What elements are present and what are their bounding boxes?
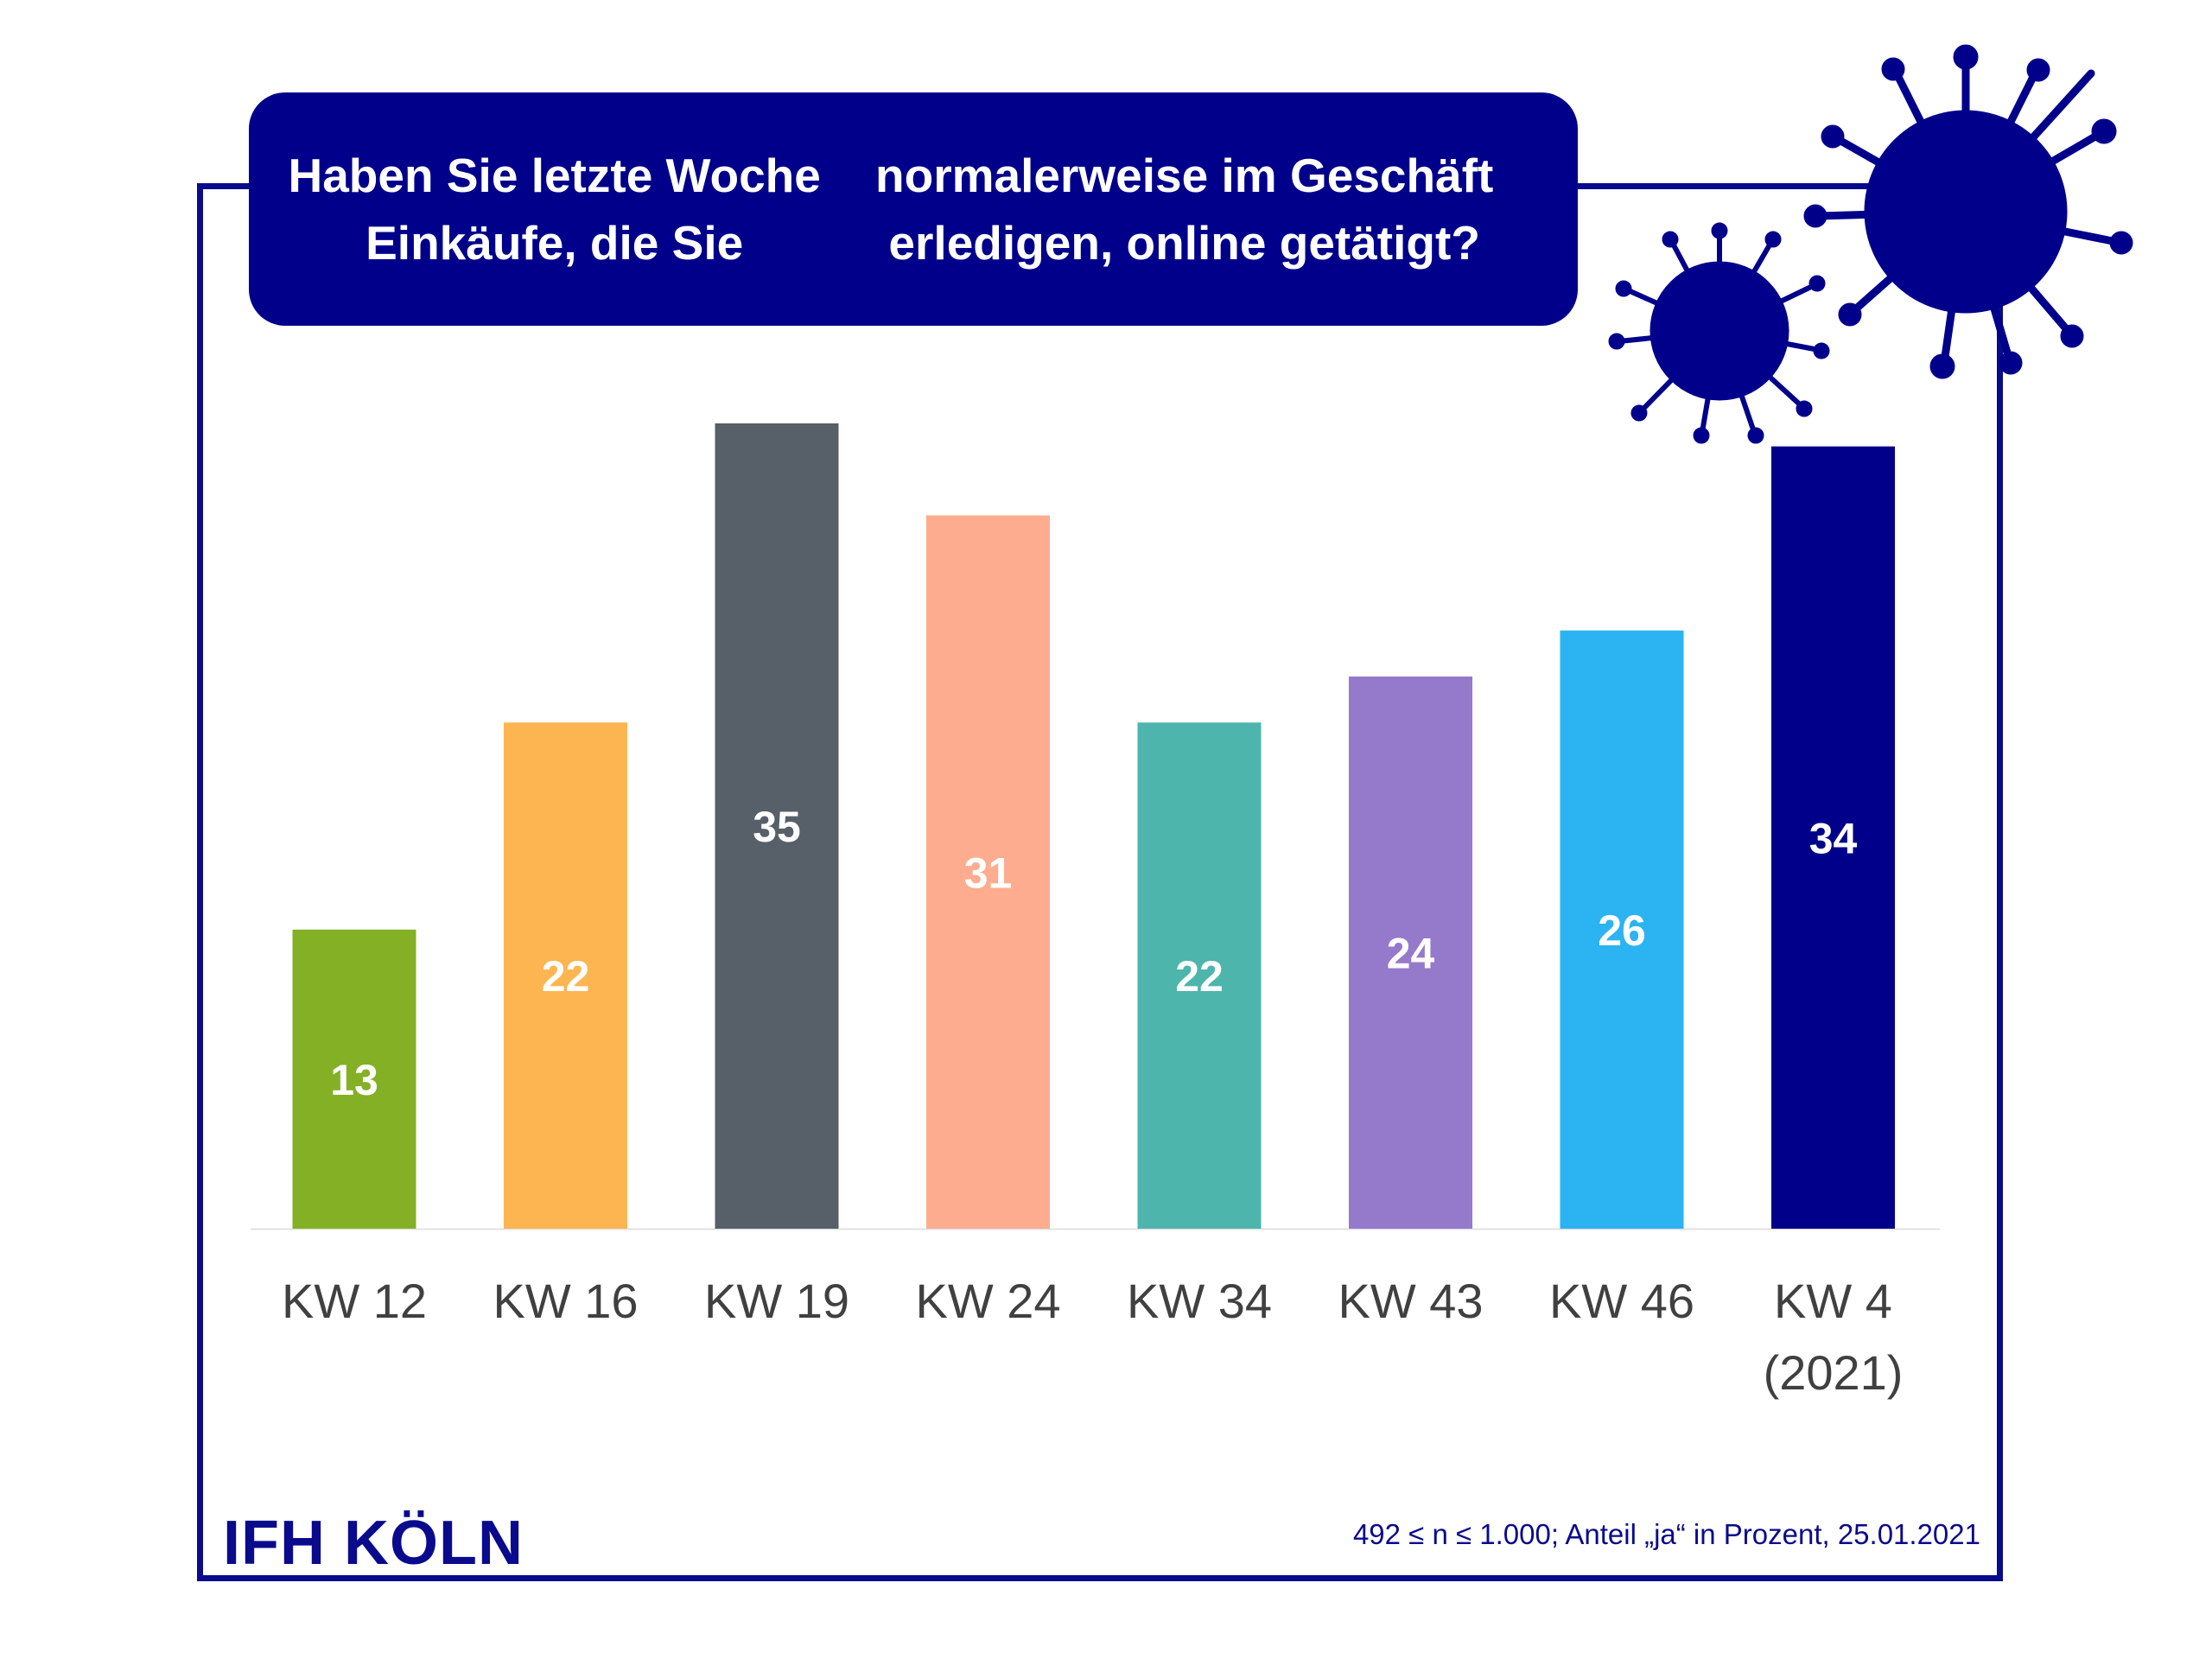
x-tick-label: KW 12 <box>282 1274 427 1328</box>
chart-title: Haben Sie letzte Woche Einkäufe, die Sie… <box>249 92 1578 326</box>
x-tick-label: KW 34 <box>1127 1274 1272 1328</box>
bar <box>1560 630 1684 1229</box>
data-label: 34 <box>1809 814 1858 862</box>
bar <box>1349 676 1472 1229</box>
title-line-2: normalerweise im Geschäft erledigen, onl… <box>875 149 1494 270</box>
virus-icon-large <box>1803 44 2133 379</box>
x-tick-label: KW 19 <box>704 1274 849 1328</box>
x-tick-label: KW 43 <box>1338 1274 1483 1328</box>
bar <box>1137 722 1262 1229</box>
title-line-1: Haben Sie letzte Woche Einkäufe, die Sie <box>288 149 821 270</box>
x-tick-label: (2021) <box>1764 1345 1904 1400</box>
bar <box>292 929 416 1229</box>
data-label: 22 <box>1175 952 1224 1001</box>
x-tick-label: KW 24 <box>915 1274 1060 1328</box>
x-tick-label: KW 16 <box>493 1274 638 1328</box>
bar <box>504 722 627 1229</box>
data-label: 13 <box>330 1056 378 1104</box>
x-tick-label: KW 4 <box>1774 1274 1892 1328</box>
data-label: 22 <box>542 952 590 1001</box>
source-note: 492 ≤ n ≤ 1.000; Anteil „ja“ in Prozent,… <box>1352 1518 1980 1550</box>
data-label: 26 <box>1598 906 1646 955</box>
bar <box>715 423 839 1229</box>
x-tick-label: KW 46 <box>1549 1274 1694 1328</box>
bar <box>926 515 1050 1229</box>
bar <box>1771 446 1895 1229</box>
data-label: 35 <box>753 803 801 851</box>
ifh-logo: IFH KÖLN <box>223 1509 524 1578</box>
data-label: 31 <box>964 849 1013 897</box>
data-label: 24 <box>1387 929 1435 977</box>
virus-icon-small <box>1608 222 1830 444</box>
